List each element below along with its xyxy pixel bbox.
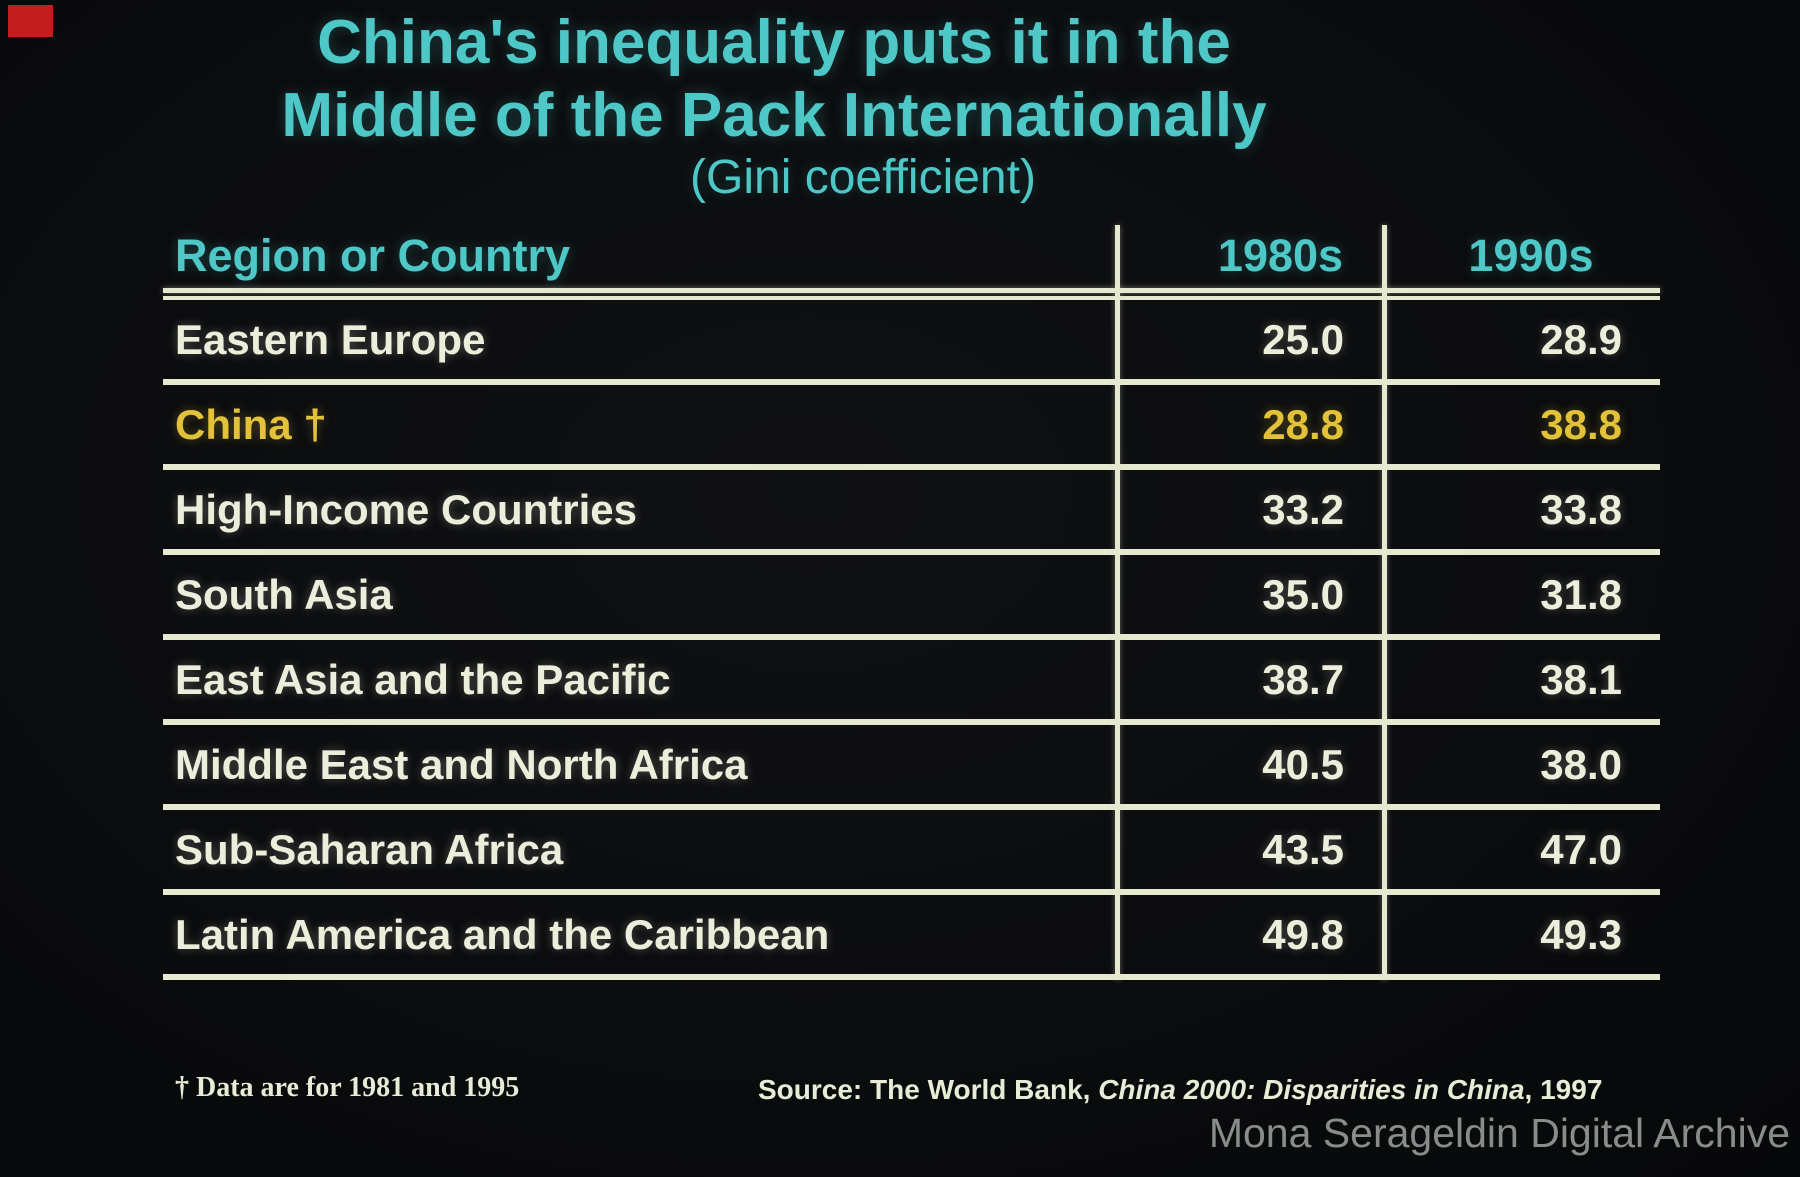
row-value-1980s: 49.8: [1262, 910, 1344, 958]
column-header-1980s: 1980s: [1217, 230, 1344, 281]
row-value-1990s: 31.8: [1540, 570, 1622, 618]
title-line-2: Middle of the Pack Internationally: [281, 81, 1267, 150]
row-value-1990s: 38.1: [1540, 655, 1622, 703]
row-value-1990s: 28.9: [1540, 315, 1622, 363]
row-value-1980s: 35.0: [1262, 570, 1344, 618]
row-region-label: High-Income Countries: [175, 485, 638, 533]
table-body: Eastern Europe 25.0 28.9 China † 28.8 38…: [163, 300, 1660, 980]
table-row: Sub-Saharan Africa 43.5 47.0: [163, 810, 1660, 895]
row-region-label: Eastern Europe: [175, 315, 486, 363]
table-row: Latin America and the Caribbean 49.8 49.…: [163, 895, 1660, 980]
column-header-region: Region or Country: [175, 230, 570, 281]
slide-subtitle: (Gini coefficient): [690, 151, 1036, 204]
row-value-1980s: 43.5: [1262, 825, 1344, 873]
row-value-1980s: 38.7: [1262, 655, 1344, 703]
row-value-1990s: 38.8: [1540, 400, 1622, 448]
table-row: Eastern Europe 25.0 28.9: [163, 300, 1660, 385]
table-row: China † 28.8 38.8: [163, 385, 1660, 470]
row-value-1980s: 25.0: [1262, 315, 1344, 363]
row-value-1990s: 38.0: [1540, 740, 1622, 788]
source-prefix: Source: The World Bank,: [758, 1074, 1099, 1105]
row-region-label: Middle East and North Africa: [175, 740, 748, 788]
row-region-label: East Asia and the Pacific: [175, 655, 671, 703]
table-row: High-Income Countries 33.2 33.8: [163, 470, 1660, 555]
row-value-1980s: 40.5: [1262, 740, 1344, 788]
row-value-1980s: 33.2: [1262, 485, 1344, 533]
source-book-title: China 2000: Disparities in China: [1098, 1074, 1525, 1105]
column-header-1990s: 1990s: [1468, 230, 1594, 281]
row-value-1990s: 47.0: [1540, 825, 1622, 873]
row-region-label: Latin America and the Caribbean: [175, 910, 830, 958]
table-header-row: Region or Country 1980s 1990s: [163, 225, 1660, 288]
column-divider-line-2: [1382, 225, 1387, 980]
source-suffix: , 1997: [1524, 1074, 1603, 1105]
archive-watermark: Mona Serageldin Digital Archive: [1208, 1110, 1790, 1156]
source-citation: Source: The World Bank, China 2000: Disp…: [758, 1074, 1602, 1106]
row-region-label: South Asia: [175, 570, 393, 618]
header-separator-line-top: [163, 288, 1660, 293]
column-divider-line-1: [1115, 225, 1120, 980]
slide-corner-mark: [8, 5, 53, 37]
gini-table: Region or Country 1980s 1990s Eastern Eu…: [163, 225, 1660, 980]
row-region-label: China †: [175, 400, 327, 448]
title-line-1: China's inequality puts it in the: [317, 8, 1231, 77]
row-value-1990s: 49.3: [1540, 910, 1622, 958]
footnote: † Data are for 1981 and 1995: [175, 1072, 520, 1103]
row-region-label: Sub-Saharan Africa: [175, 825, 564, 873]
table-row: East Asia and the Pacific 38.7 38.1: [163, 640, 1660, 725]
table-row: Middle East and North Africa 40.5 38.0: [163, 725, 1660, 810]
row-value-1980s: 28.8: [1262, 400, 1344, 448]
slide-title: China's inequality puts it in the Middle…: [0, 6, 1548, 152]
header-separator-line-bottom: [163, 296, 1660, 300]
table-row: South Asia 35.0 31.8: [163, 555, 1660, 640]
row-value-1990s: 33.8: [1540, 485, 1622, 533]
